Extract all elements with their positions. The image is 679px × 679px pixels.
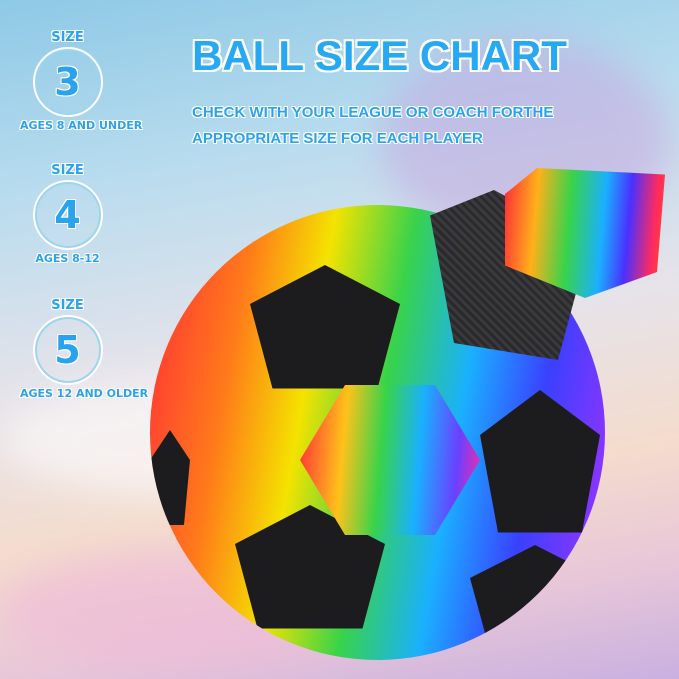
soccer-ball-icon: 3	[32, 47, 103, 117]
size-3-block: SIZE 3 AGES 8 AND UNDER	[20, 30, 143, 132]
size-number: 3	[54, 60, 81, 104]
size-label: SIZE	[51, 30, 84, 45]
subtitle-line-2: APPROPRIATE SIZE FOR EACH PLAYER	[192, 130, 483, 147]
size-5-block: SIZE 5 AGES 12 AND OLDER	[20, 298, 149, 400]
size-label: SIZE	[51, 163, 84, 178]
age-range: AGES 12 AND OLDER	[20, 387, 149, 400]
ball-panel-rainbow	[300, 385, 480, 535]
page-title: BALL SIZE CHART	[192, 32, 567, 79]
ball-panel-black	[480, 390, 600, 533]
subtitle-line-1: CHECK WITH YOUR LEAGUE OR COACH FORTHE	[192, 104, 554, 121]
ball-panel-black	[250, 265, 400, 389]
ball-panel-black	[470, 545, 600, 650]
soccer-ball-icon: 4	[32, 180, 103, 250]
size-label: SIZE	[51, 298, 84, 313]
size-number: 5	[54, 328, 81, 372]
ball-panel-black	[150, 430, 190, 525]
size-number: 4	[54, 193, 81, 237]
soccer-ball-icon: 5	[32, 315, 103, 385]
age-range: AGES 8 AND UNDER	[20, 119, 143, 132]
size-4-block: SIZE 4 AGES 8-12	[20, 163, 115, 265]
age-range: AGES 8-12	[35, 252, 100, 265]
